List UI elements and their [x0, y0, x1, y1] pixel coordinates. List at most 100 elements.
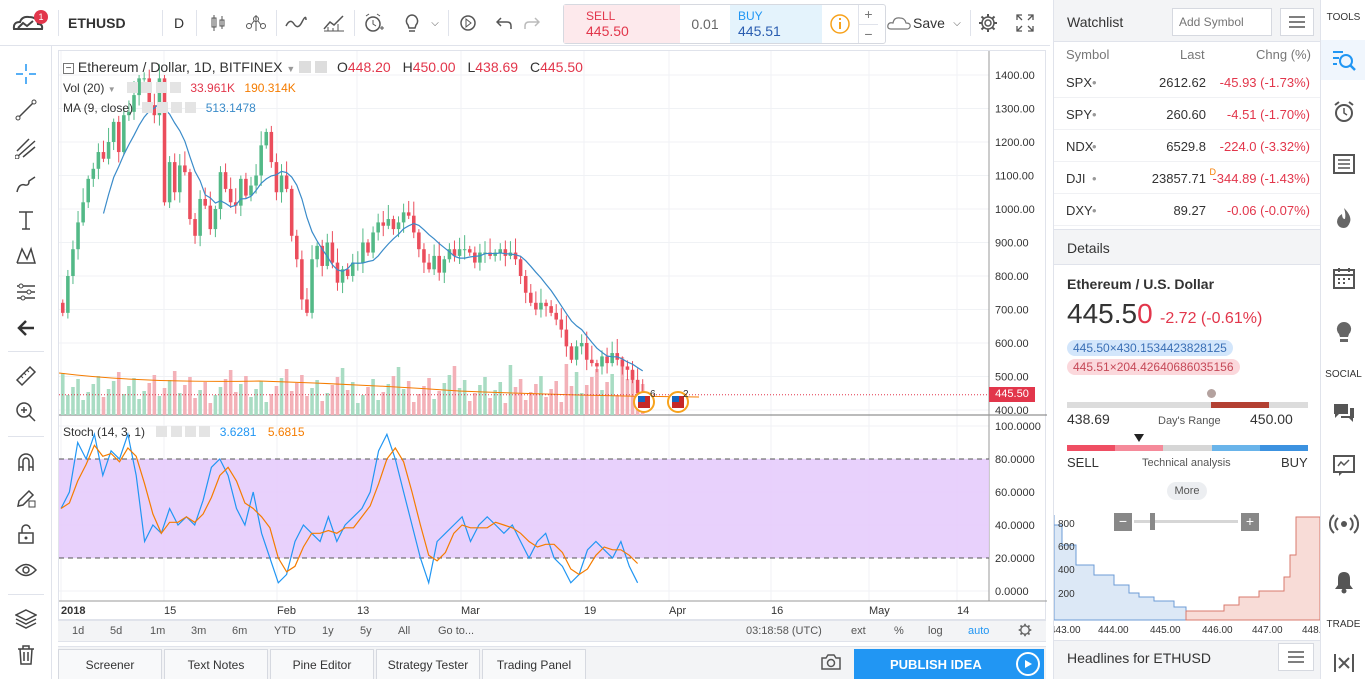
sidebar-streams-button[interactable] — [1321, 446, 1365, 486]
depth-zoom-handle[interactable] — [1150, 513, 1155, 530]
add-symbol-input[interactable] — [1172, 8, 1272, 36]
ideas-dropdown-chevron-icon[interactable]: ⌵ — [431, 17, 439, 29]
crosshair-tool[interactable] — [0, 56, 52, 92]
replay-button[interactable] — [452, 0, 484, 46]
object-tree-tool[interactable] — [0, 601, 52, 637]
tab-strategy-tester[interactable]: Strategy Tester — [376, 649, 480, 679]
sidebar-broadcast-button[interactable] — [1321, 504, 1365, 544]
legend-dropdown-chevron-icon[interactable]: ▼ — [286, 64, 296, 74]
scale-settings-button[interactable] — [1018, 623, 1032, 640]
headlines-menu-button[interactable] — [1278, 643, 1314, 671]
quantity-plus-button[interactable]: + — [864, 6, 873, 23]
sidebar-data-window-button[interactable] — [1321, 144, 1365, 184]
range-1y-button[interactable]: 1y — [322, 625, 334, 637]
sidebar-watchlist-button[interactable] — [1321, 40, 1365, 80]
save-dropdown-chevron-icon[interactable]: ⌵ — [953, 17, 961, 29]
watchlist-row[interactable]: DJI • 23857.71 D -344.89 (-1.43%) — [1054, 162, 1320, 194]
legend-settings-icon[interactable] — [299, 61, 312, 73]
legend-symbol-title[interactable]: Ethereum / Dollar, 1D, BITFINEX — [77, 59, 283, 75]
undo-button[interactable] — [490, 0, 518, 46]
sidebar-chats-button[interactable] — [1321, 393, 1365, 433]
range-6m-button[interactable]: 6m — [232, 625, 248, 637]
legend-hide-icon[interactable] — [315, 61, 328, 73]
tab-trading-panel[interactable]: Trading Panel — [482, 649, 586, 679]
more-button[interactable]: More — [1167, 482, 1207, 500]
chart-container[interactable]: 1400.00 1300.00 1200.00 1100.00 1000.00 900.0… — [58, 50, 1047, 621]
depth-zoom-slider[interactable] — [1134, 520, 1238, 523]
depth-zoom-out-button[interactable]: − — [1114, 513, 1132, 531]
snapshot-button[interactable] — [820, 653, 844, 675]
utc-clock[interactable]: 03:18:58 (UTC) — [746, 625, 822, 637]
volume-close-icon[interactable] — [170, 82, 181, 93]
sidebar-notifications-button[interactable] — [1321, 562, 1365, 602]
redo-button[interactable] — [518, 0, 546, 46]
ruler-tool[interactable] — [0, 358, 52, 394]
ideas-button[interactable] — [396, 0, 428, 46]
trend-line-tool[interactable] — [0, 92, 52, 128]
ma-more-icon[interactable] — [171, 102, 183, 113]
event-marker-flag-2[interactable] — [667, 391, 689, 413]
volume-hide-icon[interactable] — [141, 82, 153, 93]
magnet-tool[interactable] — [0, 444, 52, 480]
candles-style-button[interactable] — [202, 0, 234, 46]
percent-scale-toggle[interactable]: % — [894, 625, 904, 637]
legend-collapse-button[interactable]: − — [63, 63, 74, 74]
text-tool[interactable] — [0, 202, 52, 238]
publish-idea-button[interactable]: PUBLISH IDEA — [854, 649, 1044, 679]
stoch-settings-icon[interactable] — [156, 426, 168, 437]
indicators-button[interactable] — [280, 0, 312, 46]
volume-dropdown-chevron-icon[interactable]: ▼ — [107, 85, 116, 94]
prediction-tool[interactable] — [0, 274, 52, 310]
interval-button[interactable]: D — [173, 15, 185, 31]
templates-button[interactable] — [318, 0, 350, 46]
col-chng-header[interactable]: Chng (%) — [1256, 47, 1311, 62]
tab-screener[interactable]: Screener — [58, 649, 162, 679]
brush-tool[interactable] — [0, 166, 52, 202]
range-5d-button[interactable]: 5d — [110, 625, 123, 637]
trade-info-button[interactable] — [822, 5, 858, 43]
ma-indicator-label[interactable]: MA (9, close) — [63, 101, 134, 115]
volume-more-icon[interactable] — [155, 82, 167, 93]
sidebar-calendar-button[interactable] — [1321, 258, 1365, 298]
ma-hide-icon[interactable] — [156, 102, 168, 113]
hide-drawings-tool[interactable] — [0, 552, 52, 588]
volume-settings-icon[interactable] — [126, 82, 138, 93]
range-1m-button[interactable]: 1m — [150, 625, 166, 637]
depth-zoom-in-button[interactable]: + — [1241, 513, 1259, 531]
ma-settings-icon[interactable] — [142, 102, 154, 113]
alert-button[interactable] — [358, 0, 390, 46]
publish-video-button[interactable] — [1016, 652, 1040, 676]
tab-pine-editor[interactable]: Pine Editor — [270, 649, 374, 679]
remove-drawings-tool[interactable] — [0, 637, 52, 673]
pitchfork-tool[interactable] — [0, 130, 52, 166]
watchlist-row[interactable]: DXY • 89.27 -0.06 (-0.07%) — [1054, 194, 1320, 226]
range-ytd-button[interactable]: YTD — [274, 625, 296, 637]
sidebar-ideas-button[interactable] — [1321, 312, 1365, 352]
logo-menu-button[interactable]: 1 — [4, 0, 52, 46]
ma-close-icon[interactable] — [185, 102, 197, 113]
fullscreen-button[interactable] — [1010, 0, 1040, 46]
event-marker-flag[interactable] — [633, 391, 655, 413]
lock-drawings-tool[interactable] — [0, 516, 52, 552]
pattern-tool[interactable] — [0, 238, 52, 274]
col-symbol-header[interactable]: Symbol — [1066, 47, 1110, 62]
symbol-search-button[interactable]: ETHUSD — [68, 15, 126, 31]
watchlist-row[interactable]: NDX • 6529.8 -224.0 (-3.32%) — [1054, 130, 1320, 162]
sidebar-hotlists-button[interactable] — [1321, 198, 1365, 238]
chart-settings-button[interactable] — [973, 0, 1003, 46]
extended-hours-toggle[interactable]: ext — [851, 625, 866, 637]
watchlist-row[interactable]: SPY • 260.60 -4.51 (-1.70%) — [1054, 98, 1320, 130]
price-chart[interactable]: 1400.00 1300.00 1200.00 1100.00 1000.00 900.0… — [59, 51, 1047, 621]
cloud-sync-button[interactable] — [884, 0, 914, 46]
ta-label[interactable]: Technical analysis — [1142, 457, 1231, 469]
range-1d-button[interactable]: 1d — [72, 625, 85, 637]
sidebar-dom-button[interactable] — [1321, 647, 1365, 679]
zoom-tool[interactable] — [0, 394, 52, 430]
sell-button[interactable]: SELL 445.50 — [564, 5, 680, 43]
tab-text-notes[interactable]: Text Notes — [164, 649, 268, 679]
stay-in-drawing-tool[interactable] — [0, 480, 52, 516]
stoch-indicator-label[interactable]: Stoch (14, 3, 1) — [63, 425, 146, 439]
range-all-button[interactable]: All — [398, 625, 411, 637]
stoch-hide-icon[interactable] — [170, 426, 182, 437]
stoch-close-icon[interactable] — [199, 426, 211, 437]
